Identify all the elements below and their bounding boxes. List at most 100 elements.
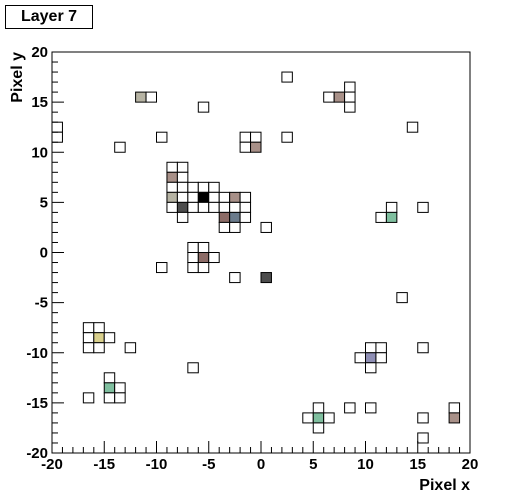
- pixel-cell: [103, 382, 116, 394]
- pixel-cell: [187, 181, 199, 193]
- pixel-cell: [260, 272, 272, 284]
- pixel-cell: [218, 211, 231, 223]
- pixel-cell: [103, 372, 116, 384]
- tick-labels-layer: -20 -15 -10 -5 0 5 10 15 20 -20 -15 -10 -5 0 5 10 15 20: [26, 44, 478, 473]
- pixel-cell: [197, 262, 210, 274]
- pixel-cell: [448, 402, 461, 414]
- pixel-cell: [218, 201, 231, 213]
- x-tick-label: 5: [309, 456, 317, 473]
- pixel-cell: [103, 392, 116, 404]
- y-tick-label: -15: [26, 395, 48, 412]
- pixel-cell: [250, 141, 262, 153]
- pixel-cell: [239, 191, 252, 203]
- pixel-cell: [229, 211, 241, 223]
- y-tick-label: -10: [26, 345, 48, 362]
- pixel-cell: [239, 201, 252, 213]
- pixel-cell: [166, 191, 178, 203]
- pixel-cell: [302, 412, 314, 424]
- pixel-cell: [197, 201, 210, 213]
- pixel-cell: [239, 131, 252, 143]
- pixel-cell: [385, 211, 398, 223]
- pixel-cell: [197, 252, 210, 264]
- x-tick-label: -10: [146, 456, 168, 473]
- pixel-cell: [365, 362, 377, 374]
- pixel-cell: [312, 412, 325, 424]
- pixel-cell: [218, 191, 231, 203]
- pixel-cell: [114, 392, 126, 404]
- pixel-cell: [260, 221, 272, 233]
- pixel-cell: [354, 352, 366, 364]
- pixel-cell: [365, 402, 377, 414]
- pixel-cell: [281, 71, 293, 83]
- pixel-cell: [176, 191, 189, 203]
- x-axis-label: Pixel x: [419, 477, 470, 494]
- pixel-cell: [166, 181, 178, 193]
- pixel-cell: [176, 171, 189, 183]
- pixel-cell: [208, 252, 220, 264]
- x-tick-label: 15: [409, 456, 426, 473]
- pixel-cell: [229, 201, 241, 213]
- pixel-cell: [187, 201, 199, 213]
- pixel-cell: [124, 342, 137, 354]
- y-tick-label: -5: [35, 295, 48, 312]
- pixel-cell: [156, 262, 168, 274]
- pixel-cell: [417, 342, 429, 354]
- pixel-cell: [135, 91, 147, 103]
- pixel-cell: [187, 241, 199, 254]
- pixel-cell: [82, 392, 95, 404]
- pixel-cell: [229, 221, 241, 233]
- y-tick-label: 15: [31, 94, 48, 111]
- pixel-cell: [323, 412, 335, 424]
- pixel-cell: [312, 422, 325, 434]
- pixel-cell: [323, 91, 335, 103]
- pixel-cell: [103, 332, 116, 344]
- pixel-cell: [176, 181, 189, 193]
- x-tick-label: -5: [202, 456, 215, 473]
- pixel-cell: [365, 342, 377, 354]
- pixel-cell: [218, 221, 231, 233]
- pixel-cell: [197, 191, 210, 203]
- pixel-cell: [187, 191, 199, 203]
- pixel-cell: [239, 211, 252, 223]
- pixel-cell: [166, 201, 178, 213]
- y-tick-label: 10: [31, 144, 48, 161]
- pixel-cell: [51, 131, 63, 143]
- pixel-cell: [114, 382, 126, 394]
- pixel-cell: [239, 141, 252, 153]
- pixel-cell: [375, 342, 387, 354]
- pixel-cell: [166, 161, 178, 173]
- pixel-cell: [375, 211, 387, 223]
- pixel-cell: [417, 432, 429, 444]
- cells-layer: [51, 71, 461, 444]
- x-tick-label: -20: [41, 456, 63, 473]
- pixel-cell: [166, 171, 178, 183]
- pixel-cell: [156, 131, 168, 143]
- pixel-cell: [197, 241, 210, 254]
- pixel-cell: [365, 352, 377, 364]
- pixel-cell: [448, 412, 461, 424]
- x-tick-label: 10: [357, 456, 374, 473]
- pixel-cell: [208, 201, 220, 213]
- x-tick-label: 0: [257, 456, 265, 473]
- pixel-cell: [312, 402, 325, 414]
- pixel-cell: [208, 191, 220, 203]
- pixel-cell: [82, 332, 95, 344]
- x-tick-label: -15: [93, 456, 115, 473]
- pixel-cell: [385, 201, 398, 213]
- pixel-cell: [344, 81, 356, 93]
- pixel-cell: [176, 211, 189, 223]
- pixel-cell: [51, 121, 63, 133]
- ticks-layer: [51, 51, 471, 454]
- pixel-cell: [93, 342, 105, 354]
- y-axis-label: Pixel y: [9, 52, 26, 103]
- y-tick-label: 20: [31, 44, 48, 61]
- pixel-cell: [406, 121, 419, 133]
- pixel-cell: [250, 131, 262, 143]
- pixel-cell: [375, 352, 387, 364]
- pixel-cell: [197, 101, 210, 113]
- pixel-cell: [344, 402, 356, 414]
- pixel-cell: [417, 412, 429, 424]
- chart-title: Layer 7: [5, 5, 93, 29]
- pixel-cell: [229, 272, 241, 284]
